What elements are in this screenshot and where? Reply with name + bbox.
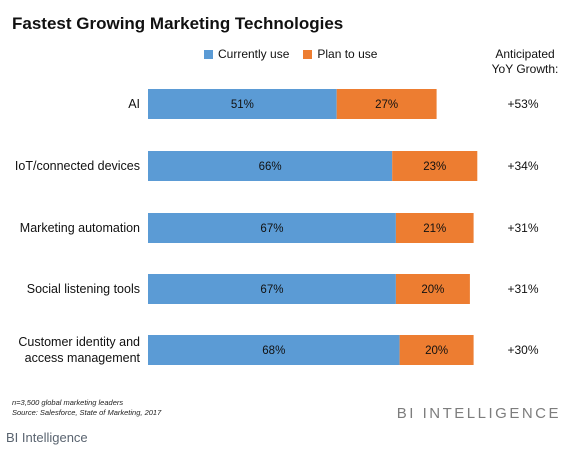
bar-segment-currently-use-0 bbox=[148, 89, 337, 119]
data-label-plan-to-use-3: 20% bbox=[421, 284, 444, 296]
growth-label-4: +30% bbox=[507, 343, 538, 357]
growth-header-line-1: Anticipated bbox=[495, 47, 555, 61]
category-label-4-line-0: Customer identity and bbox=[18, 335, 140, 349]
data-label-currently-use-2: 67% bbox=[260, 223, 283, 235]
bar-segment-plan-to-use-1 bbox=[392, 151, 478, 181]
image-caption: BI Intelligence bbox=[6, 430, 88, 445]
bar-segment-currently-use-4 bbox=[148, 335, 400, 365]
growth-column-header: Anticipated YoY Growth: bbox=[470, 47, 580, 77]
bar-segment-currently-use-2 bbox=[148, 213, 396, 243]
category-label-2: Marketing automation bbox=[20, 221, 140, 235]
legend: Currently use Plan to use bbox=[204, 47, 377, 61]
category-label-0: AI bbox=[128, 97, 140, 111]
growth-label-3: +31% bbox=[507, 282, 538, 296]
data-label-currently-use-0: 51% bbox=[231, 99, 254, 111]
legend-swatch-plan-to-use bbox=[303, 49, 313, 59]
bar-segment-currently-use-1 bbox=[148, 151, 393, 181]
footnote-source: Source: Salesforce, State of Marketing, … bbox=[12, 408, 162, 417]
legend-swatch-currently-use bbox=[204, 49, 213, 59]
growth-label-1: +34% bbox=[507, 159, 538, 173]
data-label-plan-to-use-4: 20% bbox=[425, 345, 448, 357]
legend-item-plan-to-use: Plan to use bbox=[303, 47, 377, 61]
legend-label-plan-to-use: Plan to use bbox=[317, 47, 378, 61]
growth-label-2: +31% bbox=[507, 221, 538, 235]
data-label-currently-use-4: 68% bbox=[262, 345, 285, 357]
bar-segment-plan-to-use-2 bbox=[395, 213, 474, 243]
bar-segment-currently-use-3 bbox=[148, 274, 396, 304]
category-label-1: IoT/connected devices bbox=[15, 159, 140, 173]
bar-segment-plan-to-use-4 bbox=[399, 335, 474, 365]
footnote: n=3,500 global marketing leaders Source:… bbox=[12, 398, 161, 418]
category-label-3: Social listening tools bbox=[27, 282, 140, 296]
data-label-plan-to-use-0: 27% bbox=[375, 99, 398, 111]
chart-title: Fastest Growing Marketing Technologies bbox=[12, 14, 344, 33]
data-label-plan-to-use-2: 21% bbox=[423, 223, 446, 235]
category-label-4-line-1: access management bbox=[25, 351, 141, 365]
legend-label-currently-use: Currently use bbox=[218, 47, 290, 61]
legend-item-currently-use: Currently use bbox=[204, 47, 289, 61]
data-label-currently-use-3: 67% bbox=[260, 284, 283, 296]
growth-label-0: +53% bbox=[507, 97, 538, 111]
brand-logo-text: BI INTELLIGENCE bbox=[396, 405, 561, 422]
bar-segment-plan-to-use-3 bbox=[395, 274, 470, 304]
bar-segment-plan-to-use-0 bbox=[336, 89, 437, 119]
data-label-plan-to-use-1: 23% bbox=[423, 161, 446, 173]
growth-header-line-2: YoY Growth: bbox=[491, 62, 559, 76]
footnote-sample: n=3,500 global marketing leaders bbox=[12, 398, 124, 407]
data-label-currently-use-1: 66% bbox=[259, 161, 282, 173]
